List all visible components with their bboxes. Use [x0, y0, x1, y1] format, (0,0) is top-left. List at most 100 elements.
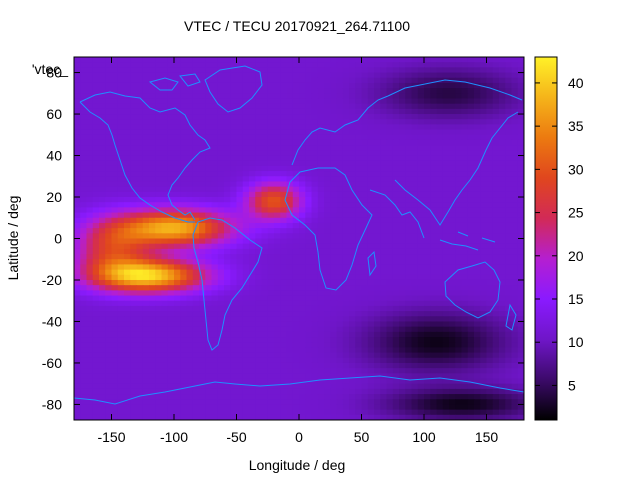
heat-cell	[186, 337, 194, 343]
heat-cell	[367, 300, 375, 307]
heat-cell	[330, 331, 338, 338]
heat-cell	[324, 228, 331, 234]
heat-cell	[267, 243, 275, 250]
heat-cell	[324, 191, 331, 198]
heat-cell	[342, 383, 350, 390]
heat-cell	[155, 176, 163, 183]
heat-cell	[149, 238, 156, 245]
heat-cell	[292, 357, 300, 364]
heat-cell	[155, 67, 163, 74]
heat-cell	[130, 139, 138, 146]
heat-cell	[261, 238, 269, 245]
heat-cell	[255, 186, 263, 193]
heat-cell	[505, 233, 513, 240]
heat-cell	[174, 67, 181, 74]
heat-cell	[380, 383, 388, 390]
heat-cell	[205, 207, 213, 214]
heat-cell	[80, 72, 88, 79]
heat-cell	[149, 150, 156, 157]
heat-cell	[161, 243, 169, 250]
heat-cell	[367, 191, 375, 198]
heat-cell	[511, 254, 519, 260]
heat-cell	[124, 243, 131, 250]
heat-cell	[405, 264, 413, 271]
heat-cell	[186, 145, 194, 151]
heat-cell	[399, 103, 406, 110]
heat-cell	[492, 217, 500, 224]
heat-cell	[186, 228, 194, 234]
heat-cell	[142, 171, 150, 177]
heat-cell	[92, 378, 100, 385]
heat-cell	[336, 212, 344, 219]
heat-cell	[442, 119, 450, 126]
heat-cell	[292, 77, 300, 84]
heat-cell	[430, 228, 438, 234]
heat-cell	[199, 212, 206, 219]
heat-cell	[117, 414, 125, 420]
heat-cell	[349, 222, 356, 229]
heat-cell	[361, 316, 369, 323]
heat-cell	[124, 394, 131, 400]
heat-cell	[111, 331, 119, 338]
heat-cell	[242, 259, 250, 266]
heat-cell	[492, 311, 500, 317]
heat-cell	[336, 88, 344, 94]
heat-cell	[405, 274, 413, 281]
heat-cell	[105, 139, 113, 146]
heat-cell	[149, 57, 156, 63]
heat-cell	[455, 217, 463, 224]
heat-cell	[436, 119, 444, 126]
heat-cell	[505, 300, 513, 307]
heat-cell	[80, 171, 88, 177]
heat-cell	[349, 347, 356, 354]
heat-cell	[199, 228, 206, 234]
heat-cell	[161, 378, 169, 385]
heat-cell	[311, 114, 319, 120]
heat-cell	[424, 145, 431, 151]
heat-cell	[117, 119, 125, 126]
heat-cell	[499, 62, 506, 68]
heat-cell	[355, 150, 363, 157]
heat-cell	[286, 279, 294, 286]
heat-cell	[436, 72, 444, 79]
heat-cell	[236, 212, 244, 219]
heat-cell	[167, 300, 175, 307]
heat-cell	[436, 238, 444, 245]
heat-cell	[392, 212, 400, 219]
heat-cell	[136, 103, 144, 110]
heat-cell	[486, 181, 494, 188]
heat-cell	[167, 254, 175, 260]
heat-cell	[455, 129, 463, 136]
heat-cell	[211, 373, 219, 380]
heat-cell	[367, 72, 375, 79]
heat-cell	[324, 269, 331, 276]
heat-cell	[124, 378, 131, 385]
heat-cell	[74, 254, 81, 260]
heat-cell	[405, 93, 413, 100]
heat-cell	[424, 207, 431, 214]
heat-cell	[367, 222, 375, 229]
heat-cell	[280, 388, 288, 395]
heat-cell	[292, 62, 300, 68]
heat-cell	[336, 186, 344, 193]
heat-cell	[280, 274, 288, 281]
heat-cell	[380, 77, 388, 84]
heat-cell	[480, 88, 488, 94]
heat-cell	[192, 248, 200, 255]
heat-cell	[436, 93, 444, 100]
heat-cell	[274, 155, 281, 162]
heat-cell	[336, 124, 344, 131]
heat-cell	[192, 290, 200, 297]
heat-cell	[392, 145, 400, 151]
heat-cell	[224, 378, 231, 385]
heat-cell	[436, 233, 444, 240]
heat-cell	[386, 67, 394, 74]
heat-cell	[349, 290, 356, 297]
heat-cell	[430, 279, 438, 286]
heat-cell	[136, 150, 144, 157]
heat-cell	[130, 326, 138, 333]
heat-cell	[492, 357, 500, 364]
heat-cell	[361, 352, 369, 359]
heat-cell	[111, 279, 119, 286]
heat-cell	[236, 233, 244, 240]
